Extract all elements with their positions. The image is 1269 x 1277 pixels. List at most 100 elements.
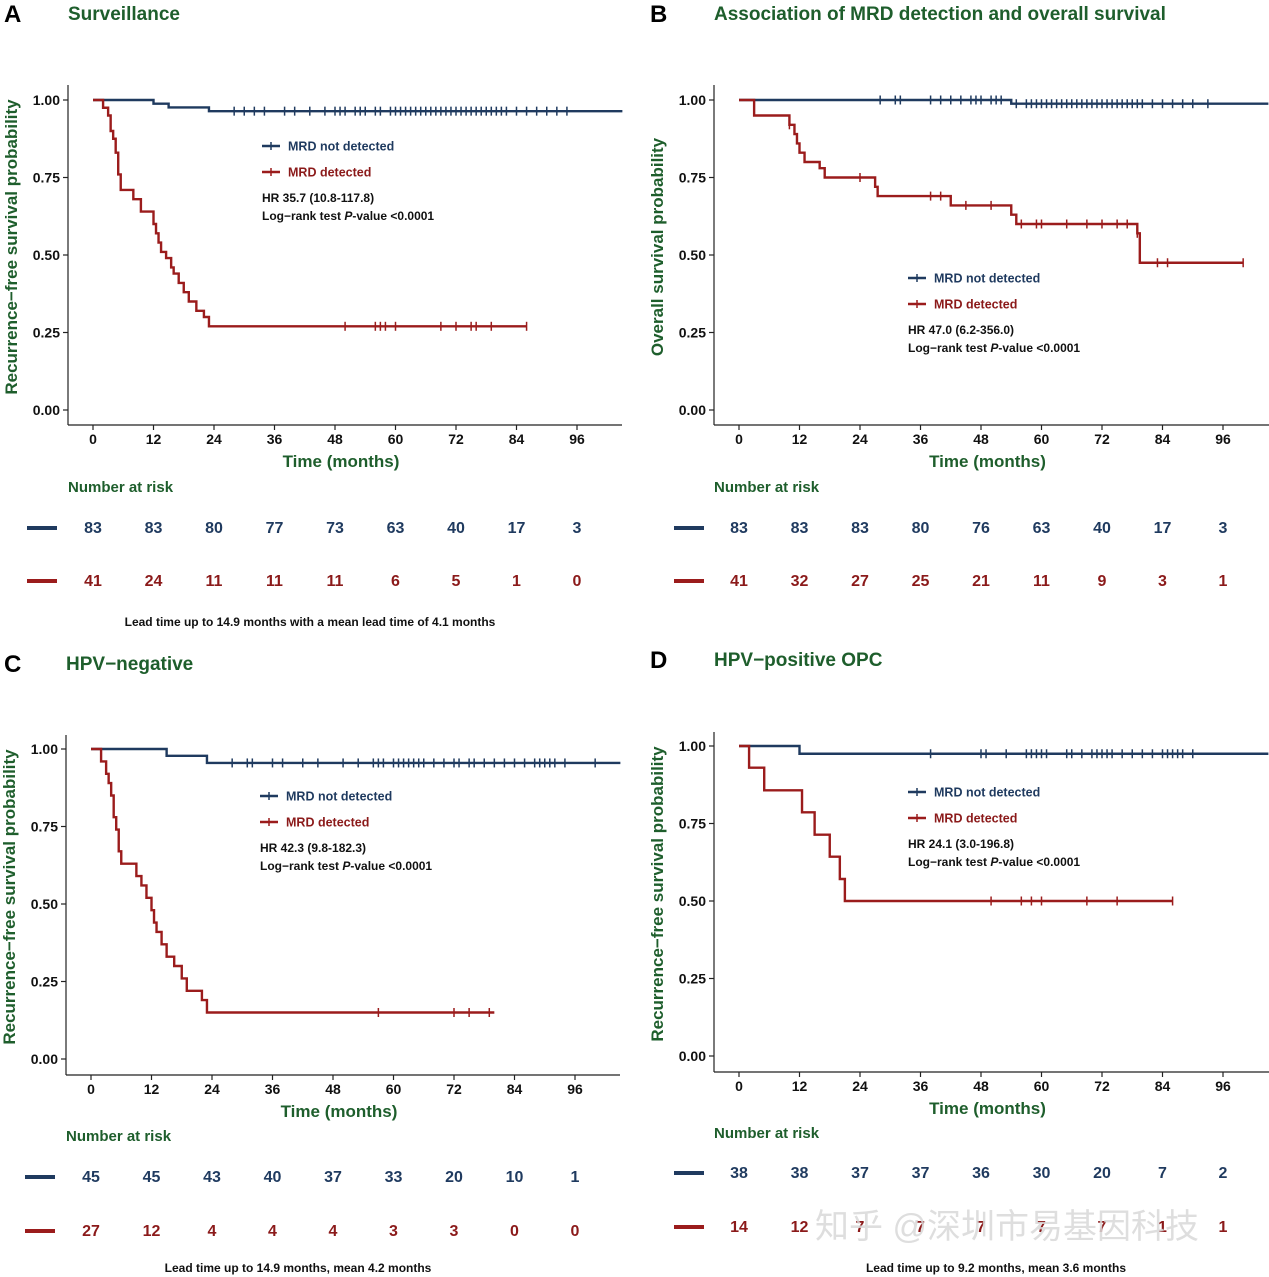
risk-count-red: 1	[1219, 573, 1228, 590]
risk-count-red: 0	[573, 573, 582, 590]
x-tick-label: 48	[973, 431, 989, 447]
risk-count-blue: 17	[1154, 520, 1172, 537]
risk-count-blue: 80	[205, 520, 223, 537]
x-tick-label: 96	[569, 431, 585, 447]
risk-count-red: 27	[851, 573, 869, 590]
x-tick-label: 60	[386, 1081, 402, 1097]
risk-count-blue: 20	[445, 1169, 463, 1186]
km-curve-mrd-detected	[739, 744, 1173, 903]
legend: MRD not detected MRD detected	[260, 790, 392, 830]
x-tick-label: 84	[509, 431, 525, 447]
legend-label: MRD detected	[934, 812, 1017, 826]
logrank-p: P	[990, 341, 999, 355]
chart-title: HPV−positive OPC	[714, 650, 883, 671]
y-tick-label: 0.75	[679, 816, 706, 832]
risk-count-blue: 40	[447, 520, 465, 537]
risk-count-red: 9	[1098, 573, 1107, 590]
hazard-ratio: HR 35.7 (10.8-117.8)	[262, 191, 374, 205]
risk-count-blue: 17	[508, 520, 526, 537]
risk-count-red: 24	[145, 573, 163, 590]
risk-count-blue: 77	[266, 520, 284, 537]
risk-count-red: 7	[1037, 1219, 1046, 1236]
risk-count-red: 21	[972, 573, 990, 590]
y-tick-label: 0.25	[31, 974, 58, 990]
risk-count-blue: 76	[972, 520, 990, 537]
x-tick-label: 48	[325, 1081, 341, 1097]
risk-count-blue: 36	[972, 1165, 990, 1182]
chart-title: HPV−negative	[66, 654, 193, 675]
x-tick-label: 96	[1215, 431, 1231, 447]
logrank-prefix: Log−rank test	[262, 209, 344, 223]
risk-count-red: 1	[512, 573, 521, 590]
risk-count-red: 14	[730, 1219, 748, 1236]
x-tick-label: 24	[204, 1081, 220, 1097]
y-tick-label: 0.50	[679, 893, 706, 909]
legend-label: MRD not detected	[288, 140, 394, 154]
risk-count-blue: 3	[573, 520, 582, 537]
x-tick-label: 36	[913, 1078, 929, 1094]
km-curve-mrd-not-detected	[93, 98, 623, 113]
y-tick-label: 0.75	[31, 819, 58, 835]
y-tick-label: 1.00	[679, 738, 706, 754]
risk-count-red: 25	[912, 573, 930, 590]
x-axis-title: Time (months)	[929, 452, 1046, 471]
x-tick-label: 36	[913, 431, 929, 447]
logrank-prefix: Log−rank test	[908, 855, 990, 869]
logrank-suffix: -value <0.0001	[998, 855, 1080, 869]
risk-count-red: 41	[730, 573, 748, 590]
x-tick-label: 24	[852, 431, 868, 447]
km-curve-mrd-detected	[93, 98, 527, 328]
y-tick-label: 0.00	[679, 402, 706, 418]
logrank-text: Log−rank test P-value <0.0001	[262, 209, 434, 223]
risk-count-red: 0	[510, 1223, 519, 1240]
y-tick-label: 1.00	[31, 741, 58, 757]
logrank-text: Log−rank test P-value <0.0001	[908, 341, 1080, 355]
risk-count-red: 12	[143, 1223, 161, 1240]
logrank-p: P	[344, 209, 353, 223]
logrank-prefix: Log−rank test	[908, 341, 990, 355]
panel-letter: B	[650, 1, 667, 28]
legend-label: MRD not detected	[934, 272, 1040, 286]
y-axis-title: Recurrence−free survival probability	[648, 746, 667, 1042]
km-curve-mrd-not-detected	[739, 744, 1269, 755]
y-axis-title: Overall survival probability	[648, 137, 667, 356]
km-curve-mrd-not-detected	[739, 98, 1269, 105]
risk-count-red: 3	[389, 1223, 398, 1240]
risk-count-blue: 3	[1219, 520, 1228, 537]
risk-table-title: Number at risk	[714, 1125, 820, 1142]
logrank-suffix: -value <0.0001	[350, 859, 432, 873]
risk-count-blue: 83	[730, 520, 748, 537]
x-tick-label: 60	[1034, 1078, 1050, 1094]
risk-count-red: 4	[329, 1223, 338, 1240]
risk-count-blue: 83	[145, 520, 163, 537]
risk-count-red: 1	[1219, 1219, 1228, 1236]
lead-time-note: Lead time up to 14.9 months with a mean …	[125, 615, 496, 629]
risk-count-red: 3	[450, 1223, 459, 1240]
lead-time-note: Lead time up to 14.9 months, mean 4.2 mo…	[165, 1261, 432, 1275]
x-tick-label: 0	[87, 1081, 95, 1097]
risk-count-red: 1	[1158, 1219, 1167, 1236]
chart-title: Surveillance	[68, 4, 180, 25]
x-tick-label: 84	[1155, 1078, 1171, 1094]
risk-count-blue: 38	[730, 1165, 748, 1182]
legend-label: MRD not detected	[286, 790, 392, 804]
risk-count-red: 4	[208, 1223, 217, 1240]
x-tick-label: 0	[735, 1078, 743, 1094]
x-tick-label: 72	[1094, 1078, 1110, 1094]
risk-count-blue: 40	[264, 1169, 282, 1186]
x-tick-label: 0	[89, 431, 97, 447]
risk-count-red: 11	[327, 573, 344, 590]
x-axis-title: Time (months)	[283, 452, 400, 471]
km-curve-mrd-detected	[91, 747, 495, 1014]
watermark: 知乎 @深圳市易基因科技	[815, 1208, 1199, 1246]
y-tick-label: 0.50	[33, 247, 60, 263]
x-tick-label: 48	[973, 1078, 989, 1094]
risk-count-blue: 63	[387, 520, 405, 537]
risk-count-blue: 45	[143, 1169, 161, 1186]
x-tick-label: 12	[144, 1081, 160, 1097]
km-curve-mrd-detected	[739, 98, 1244, 264]
risk-count-red: 6	[391, 573, 400, 590]
y-tick-label: 0.00	[33, 402, 60, 418]
legend-label: MRD detected	[934, 298, 1017, 312]
